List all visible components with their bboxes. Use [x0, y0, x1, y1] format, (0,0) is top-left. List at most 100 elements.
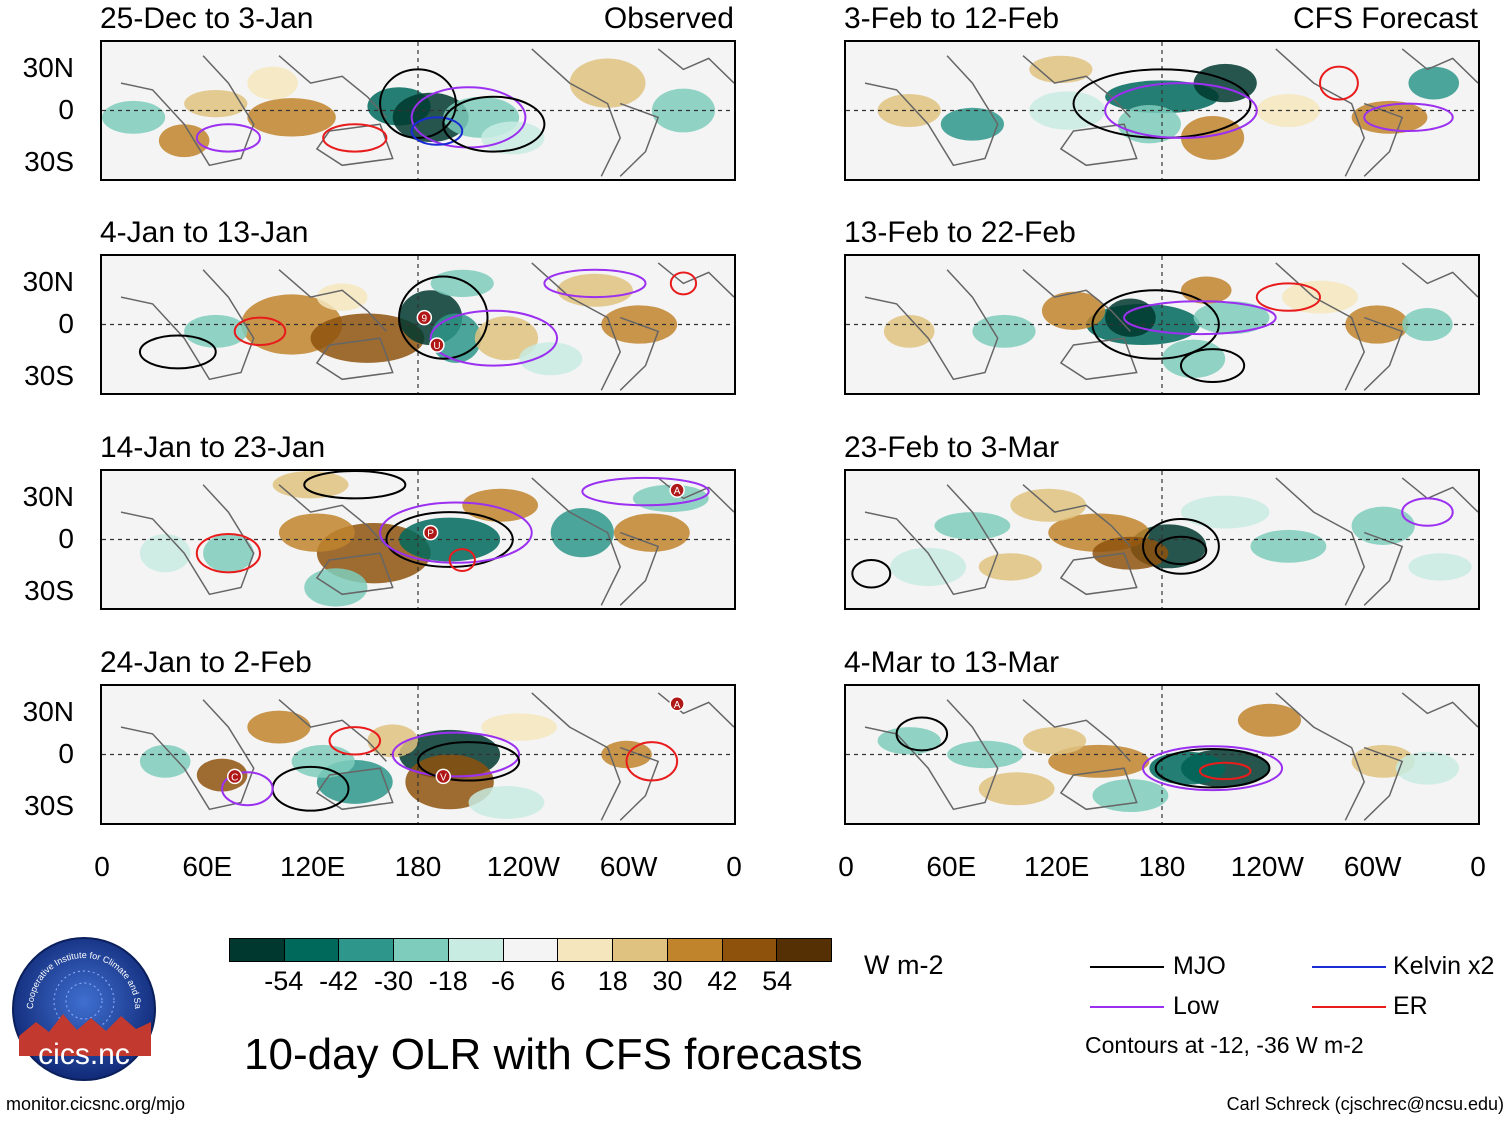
- olr-anomaly-region: [613, 513, 690, 552]
- legend-kelvin-line: [1312, 966, 1386, 968]
- olr-anomaly-region: [1351, 100, 1428, 134]
- colorbar-swatch: [667, 939, 723, 961]
- olr-anomaly-region: [1022, 727, 1087, 755]
- olr-anomaly-region: [569, 58, 646, 108]
- coastline: [531, 48, 622, 177]
- colorbar-tick-label: -18: [428, 966, 468, 996]
- wave-contour: [895, 716, 949, 752]
- wave-contour: [1104, 82, 1258, 139]
- longitude-label: 120E: [1023, 851, 1090, 882]
- olr-anomaly-region: [1237, 703, 1302, 737]
- coastline: [1401, 477, 1478, 513]
- left-1-olr-map: 9U: [102, 256, 734, 393]
- olr-anomaly-region: [1395, 751, 1460, 785]
- legend-er-line: [1312, 1006, 1386, 1008]
- wave-contour: [138, 334, 217, 370]
- wave-contour: [417, 741, 521, 782]
- panel-title: 3-Feb to 12-Feb: [844, 2, 1060, 35]
- wave-contour: [303, 471, 407, 500]
- storm-marker: C: [226, 768, 243, 785]
- wave-contour: [1142, 517, 1220, 575]
- svg-text:C: C: [231, 772, 238, 783]
- wave-contour: [398, 275, 489, 360]
- olr-anomaly-region: [1010, 488, 1087, 522]
- olr-anomaly-region: [1041, 291, 1106, 330]
- longitude-label: 60E: [182, 851, 233, 882]
- coastline: [1401, 48, 1478, 84]
- wave-contour: [1154, 748, 1271, 789]
- wave-contour: [410, 116, 464, 146]
- storm-marker: V: [435, 768, 452, 785]
- wave-contour: [328, 726, 382, 756]
- svg-text:U: U: [433, 341, 440, 352]
- colorbar-tick-label: 18: [597, 966, 628, 996]
- storm-marker: U: [429, 337, 445, 353]
- footer-credit: Carl Schreck (cjschrec@ncsu.edu): [1226, 1094, 1504, 1114]
- footer-url: monitor.cicsnc.org/mjo: [6, 1094, 186, 1114]
- map-frame: [844, 469, 1480, 610]
- legend-contours-note: Contours at -12, -36 W m-2: [1085, 1032, 1364, 1058]
- wave-contour: [221, 771, 274, 807]
- left-3-olr-map: C V A: [102, 686, 734, 823]
- olr-anomaly-region: [877, 94, 941, 127]
- olr-anomaly-region: [430, 269, 494, 298]
- wave-contour: [1154, 535, 1208, 566]
- olr-anomaly-region: [1408, 553, 1472, 581]
- legend-kelvin-label: Kelvin x2: [1393, 952, 1495, 980]
- coastline: [657, 262, 734, 298]
- olr-anomaly-region: [1105, 298, 1156, 337]
- olr-anomaly-region: [883, 314, 935, 348]
- colorbar-swatch: [394, 939, 449, 961]
- left-2-olr-map: PA: [102, 471, 734, 608]
- olr-anomaly-region: [1029, 55, 1093, 84]
- coastline: [864, 269, 999, 381]
- latitude-label: 30N: [22, 266, 74, 297]
- wave-contour: [669, 271, 698, 296]
- coastline: [1275, 692, 1366, 821]
- storm-marker: P: [422, 524, 439, 541]
- olr-anomaly-region: [462, 488, 539, 522]
- wave-contour: [543, 268, 647, 299]
- latitude-label: 0: [58, 523, 74, 554]
- coastline: [1059, 552, 1138, 596]
- legend-mjo-line: [1090, 966, 1164, 968]
- colorbar-tick-label: -42: [319, 966, 359, 996]
- olr-anomaly-region: [1117, 105, 1181, 144]
- longitude-label: 60W: [1343, 851, 1402, 882]
- latitude-label: 30N: [22, 696, 74, 727]
- wave-contour: [1142, 745, 1284, 792]
- map-frame: [844, 254, 1480, 395]
- coastline: [1059, 337, 1138, 381]
- colorbar-tick-label: 42: [707, 966, 738, 996]
- latitude-label: 30N: [22, 481, 74, 512]
- olr-anomaly-region: [139, 744, 191, 778]
- right-0-olr-map: [846, 42, 1478, 179]
- wave-contour: [625, 741, 679, 782]
- right-1-olr-map: [846, 256, 1478, 393]
- olr-anomaly-region: [247, 710, 311, 744]
- olr-anomaly-region: [972, 314, 1036, 348]
- cics-logo: Cooperative Institute for Climate and Sa…: [8, 928, 157, 1082]
- colorbar: [229, 938, 832, 962]
- map-frame: [100, 40, 736, 181]
- colorbar-swatch: [777, 939, 832, 961]
- coastline: [864, 484, 999, 596]
- olr-anomaly-region: [519, 342, 583, 376]
- longitude-label: 0: [1470, 851, 1486, 882]
- map-frame: [844, 684, 1480, 825]
- svg-text:V: V: [440, 772, 447, 783]
- longitude-label: 0: [726, 851, 742, 882]
- wave-contour: [195, 123, 262, 153]
- colorbar-tick-label: -30: [373, 966, 413, 996]
- wave-contour: [1319, 65, 1359, 101]
- colorbar-swatch: [613, 939, 668, 961]
- coastline: [531, 262, 622, 391]
- colorbar-units: W m-2: [864, 950, 944, 980]
- olr-anomaly-region: [481, 121, 545, 155]
- colorbar-tick-label: 30: [652, 966, 683, 996]
- legend-low-line: [1090, 1006, 1164, 1008]
- colorbar-swatch: [448, 939, 504, 961]
- storm-marker: A: [669, 696, 685, 712]
- olr-anomaly-region: [601, 740, 652, 769]
